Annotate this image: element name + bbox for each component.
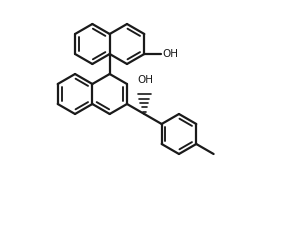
Text: OH: OH: [162, 49, 178, 59]
Text: OH: OH: [137, 75, 153, 85]
